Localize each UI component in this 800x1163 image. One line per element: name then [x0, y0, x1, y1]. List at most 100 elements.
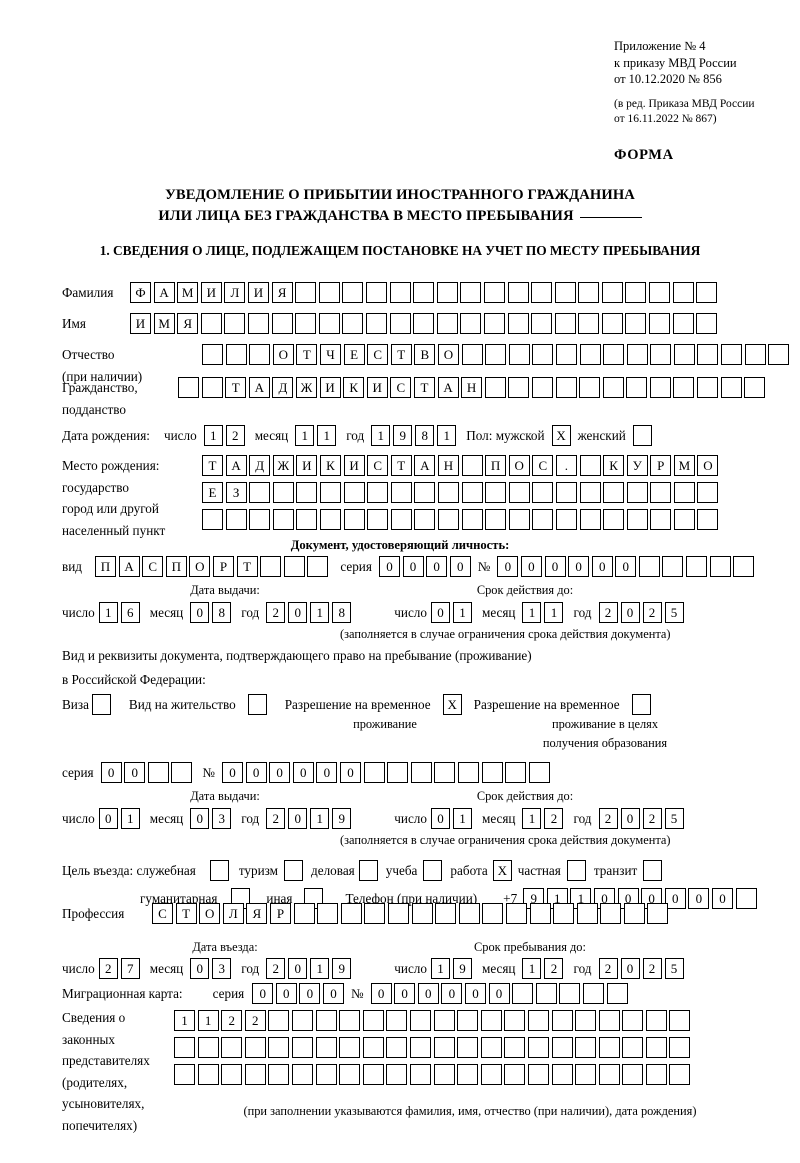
char-cell[interactable]: . — [555, 455, 577, 476]
char-cell[interactable] — [626, 482, 648, 503]
char-cell[interactable] — [578, 313, 600, 334]
char-cell[interactable]: 0 — [620, 958, 640, 979]
char-cell[interactable] — [319, 482, 341, 503]
char-cell[interactable] — [315, 1010, 337, 1031]
char-cell[interactable] — [319, 509, 341, 530]
char-cell[interactable] — [508, 377, 530, 398]
char-cell[interactable]: И — [366, 377, 388, 398]
char-cell[interactable]: 2 — [642, 958, 662, 979]
char-cell[interactable] — [480, 1037, 502, 1058]
char-cell[interactable] — [669, 1010, 691, 1031]
char-cell[interactable] — [461, 509, 483, 530]
char-cell[interactable] — [508, 344, 530, 365]
char-cell[interactable] — [342, 282, 364, 303]
char-cell[interactable] — [686, 556, 708, 577]
char-cell[interactable] — [178, 377, 199, 398]
char-cell[interactable] — [505, 762, 527, 783]
char-cell[interactable]: 5 — [664, 808, 684, 829]
char-cell[interactable] — [362, 1037, 384, 1058]
purpose-business-checkbox[interactable] — [358, 860, 378, 881]
char-cell[interactable]: Н — [437, 455, 459, 476]
char-cell[interactable] — [315, 1037, 337, 1058]
char-cell[interactable] — [645, 1064, 667, 1085]
char-cell[interactable] — [553, 903, 575, 924]
char-cell[interactable] — [527, 1037, 549, 1058]
char-cell[interactable]: 0 — [322, 983, 344, 1004]
char-cell[interactable]: 0 — [711, 888, 733, 909]
char-cell[interactable]: 0 — [441, 983, 463, 1004]
char-cell[interactable] — [437, 509, 459, 530]
char-cell[interactable] — [461, 455, 483, 476]
char-cell[interactable]: 0 — [394, 983, 416, 1004]
char-cell[interactable] — [249, 482, 271, 503]
char-cell[interactable] — [650, 509, 672, 530]
char-cell[interactable] — [197, 1037, 219, 1058]
char-cell[interactable] — [606, 983, 628, 1004]
char-cell[interactable] — [389, 282, 411, 303]
char-cell[interactable] — [317, 903, 339, 924]
char-cell[interactable]: Т — [413, 377, 435, 398]
char-cell[interactable] — [579, 455, 601, 476]
char-cell[interactable]: Р — [650, 455, 672, 476]
char-cell[interactable]: 1 — [197, 1010, 219, 1031]
char-cell[interactable]: 8 — [332, 602, 352, 623]
char-cell[interactable] — [532, 344, 554, 365]
char-cell[interactable]: 0 — [520, 556, 542, 577]
char-cell[interactable]: З — [225, 482, 247, 503]
char-cell[interactable] — [551, 1010, 573, 1031]
char-cell[interactable]: 0 — [430, 808, 450, 829]
char-cell[interactable]: 1 — [317, 425, 337, 446]
char-cell[interactable]: 0 — [269, 762, 291, 783]
char-cell[interactable]: С — [152, 903, 173, 924]
char-cell[interactable]: М — [153, 313, 175, 334]
char-cell[interactable] — [662, 556, 684, 577]
char-cell[interactable]: С — [367, 455, 389, 476]
char-cell[interactable] — [457, 762, 479, 783]
char-cell[interactable] — [409, 1064, 431, 1085]
char-cell[interactable]: 0 — [568, 556, 590, 577]
char-cell[interactable] — [202, 344, 223, 365]
char-cell[interactable]: 1 — [452, 808, 472, 829]
char-cell[interactable] — [364, 903, 386, 924]
char-cell[interactable]: А — [248, 377, 270, 398]
char-cell[interactable]: Д — [249, 455, 271, 476]
char-cell[interactable] — [603, 482, 625, 503]
char-cell[interactable]: 1 — [310, 958, 330, 979]
char-cell[interactable]: 2 — [221, 1010, 243, 1031]
char-cell[interactable] — [504, 1037, 526, 1058]
char-cell[interactable]: 0 — [124, 762, 146, 783]
char-cell[interactable] — [582, 983, 604, 1004]
char-cell[interactable]: О — [508, 455, 530, 476]
char-cell[interactable] — [221, 1037, 243, 1058]
purpose-transit-checkbox[interactable] — [643, 860, 663, 881]
char-cell[interactable] — [626, 344, 648, 365]
char-cell[interactable]: 1 — [544, 602, 564, 623]
char-cell[interactable] — [507, 313, 529, 334]
char-cell[interactable]: О — [199, 903, 221, 924]
char-cell[interactable] — [268, 1064, 290, 1085]
char-cell[interactable]: Т — [296, 344, 318, 365]
char-cell[interactable]: О — [697, 455, 719, 476]
char-cell[interactable]: И — [130, 313, 151, 334]
char-cell[interactable] — [626, 509, 648, 530]
char-cell[interactable] — [291, 1010, 313, 1031]
char-cell[interactable] — [579, 344, 601, 365]
char-cell[interactable]: Д — [272, 377, 294, 398]
char-cell[interactable] — [576, 903, 598, 924]
char-cell[interactable] — [598, 1037, 620, 1058]
char-cell[interactable] — [482, 903, 504, 924]
char-cell[interactable]: 0 — [252, 983, 274, 1004]
char-cell[interactable]: 0 — [370, 983, 392, 1004]
char-cell[interactable] — [603, 344, 625, 365]
char-cell[interactable] — [386, 1010, 408, 1031]
char-cell[interactable] — [315, 1064, 337, 1085]
char-cell[interactable] — [696, 282, 718, 303]
char-cell[interactable]: О — [272, 344, 294, 365]
char-cell[interactable] — [696, 313, 718, 334]
char-cell[interactable]: Т — [202, 455, 223, 476]
char-cell[interactable]: Ж — [295, 377, 317, 398]
char-cell[interactable] — [460, 313, 482, 334]
char-cell[interactable] — [555, 482, 577, 503]
char-cell[interactable] — [602, 377, 624, 398]
